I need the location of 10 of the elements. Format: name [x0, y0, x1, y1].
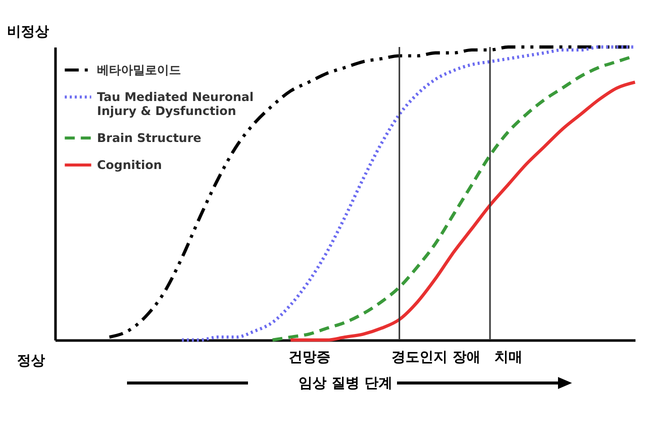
legend-label: Cognition	[97, 158, 162, 172]
legend-label: Tau Mediated Neuronal Injury & Dysfunction	[97, 90, 254, 118]
legend-label: 베타아밀로이드	[97, 63, 181, 77]
text: 정상	[17, 353, 45, 369]
x-tick-label: 건망증	[288, 350, 330, 366]
legend-label: Brain Structure	[97, 131, 202, 145]
x-axis-title: 임상 질병 단계	[298, 376, 392, 392]
text: 비정상	[7, 24, 49, 40]
x-tick-label: 치매	[494, 350, 523, 366]
x-tick-label: 경도인지 장애	[392, 350, 481, 366]
